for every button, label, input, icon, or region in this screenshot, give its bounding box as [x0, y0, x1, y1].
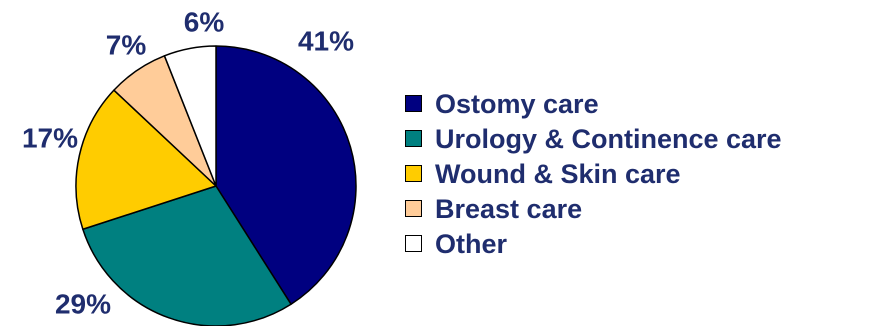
- legend-label: Wound & Skin care: [435, 159, 681, 189]
- pie-slice: [82, 185, 292, 326]
- pie-slice-label: 29%: [55, 288, 111, 319]
- legend-label: Ostomy care: [435, 89, 599, 119]
- legend-label: Other: [435, 229, 508, 259]
- pie-slice: [215, 45, 357, 305]
- legend-label: Breast care: [435, 194, 583, 224]
- legend-label: Urology & Continence care: [435, 124, 782, 154]
- legend-swatch: [405, 200, 422, 217]
- pie-slice-label: 6%: [184, 6, 225, 37]
- pie-slice-label: 17%: [22, 122, 78, 153]
- legend-swatch: [405, 130, 422, 147]
- pie-slice: [75, 89, 217, 231]
- legend-swatch: [405, 235, 422, 252]
- legend-swatch: [405, 165, 422, 182]
- legend-swatch: [405, 95, 422, 112]
- pie-slice-label: 41%: [298, 25, 354, 56]
- pie-slice-label: 7%: [106, 29, 147, 60]
- pie-slice: [163, 45, 217, 187]
